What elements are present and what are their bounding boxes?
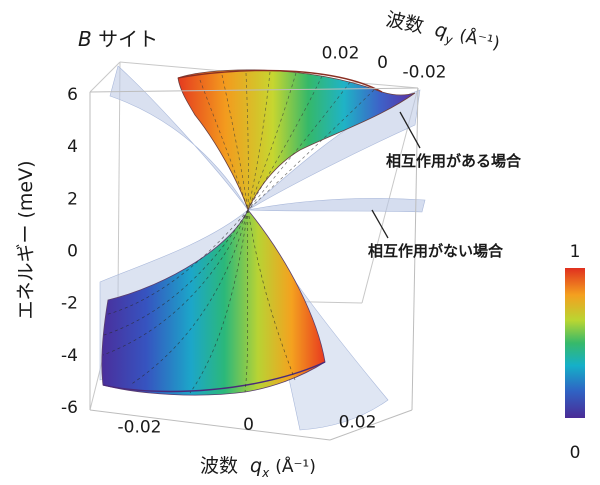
colorbar: 1 0 [565, 242, 585, 463]
x-axis-label-sub: x [261, 466, 270, 480]
z-tick-labels: 6 4 2 0 -2 -4 -6 [61, 85, 78, 418]
x-axis-label: 波数 qx (Å⁻¹) [200, 455, 316, 480]
y-axis-label-sub: y [443, 32, 455, 48]
y-axis-label-prefix: 波数 [384, 8, 426, 37]
interacting-surface-lower [101, 209, 326, 396]
interacting-surface-upper [177, 69, 416, 212]
z-tick-label: -2 [61, 294, 78, 314]
chart-title: B サイト [78, 27, 158, 51]
z-axis-label: エネルギー (meV) [15, 160, 37, 319]
lower-cone-grid [102, 209, 296, 394]
x-tick-label: -0.02 [118, 418, 162, 438]
y-axis: 0.02 0 -0.02 波数 qy (Å⁻¹) [322, 8, 502, 82]
annotation-noninteracting: 相互作用がない場合 [368, 209, 504, 260]
x-axis: -0.02 0 0.02 波数 qx (Å⁻¹) [118, 412, 377, 480]
lower-cone-surface [101, 209, 326, 396]
y-axis-label-var: q [433, 19, 449, 43]
colorbar-gradient [565, 268, 585, 418]
annotation-interacting: 相互作用がある場合 [386, 111, 522, 170]
upper-cone-surface [177, 69, 416, 212]
z-tick-label: -4 [61, 346, 78, 366]
z-tick-label: 6 [67, 85, 78, 105]
upper-cone-rim [177, 69, 383, 93]
colorbar-max-label: 1 [570, 242, 581, 262]
x-tick-label: 0 [243, 415, 254, 435]
upper-cone-grid [199, 71, 375, 211]
annotation-interacting-leader [399, 111, 421, 149]
z-axis: 6 4 2 0 -2 -4 -6 エネルギー (meV) [15, 85, 78, 418]
y-tick-label: -0.02 [403, 63, 447, 83]
x-axis-label-var: q [250, 455, 262, 477]
x-tick-label: 0.02 [339, 412, 377, 432]
annotation-interacting-label: 相互作用がある場合 [386, 152, 522, 170]
lower-cone-rim [102, 361, 326, 393]
z-tick-label: 0 [67, 242, 78, 262]
x-axis-label-prefix: 波数 [200, 455, 238, 477]
y-axis-label: 波数 qy (Å⁻¹) [383, 8, 502, 57]
x-axis-label-unit: (Å⁻¹) [275, 455, 316, 477]
annotation-noninteracting-leader [371, 209, 389, 239]
x-tick-labels: -0.02 0 0.02 [118, 412, 377, 437]
z-tick-label: 4 [67, 137, 78, 157]
y-tick-label: 0 [377, 53, 388, 73]
y-axis-label-unit: (Å⁻¹) [458, 24, 502, 54]
z-tick-label: -6 [61, 398, 78, 418]
chart-title-italic: B [78, 27, 92, 51]
annotation-noninteracting-label: 相互作用がない場合 [368, 242, 504, 260]
colorbar-min-label: 0 [570, 443, 581, 463]
y-tick-label: 0.02 [322, 43, 360, 63]
y-tick-labels: 0.02 0 -0.02 [322, 43, 447, 82]
noninteracting-side-sheet [247, 198, 426, 213]
chart-title-rest: サイト [92, 27, 158, 51]
z-tick-label: 2 [67, 189, 78, 209]
